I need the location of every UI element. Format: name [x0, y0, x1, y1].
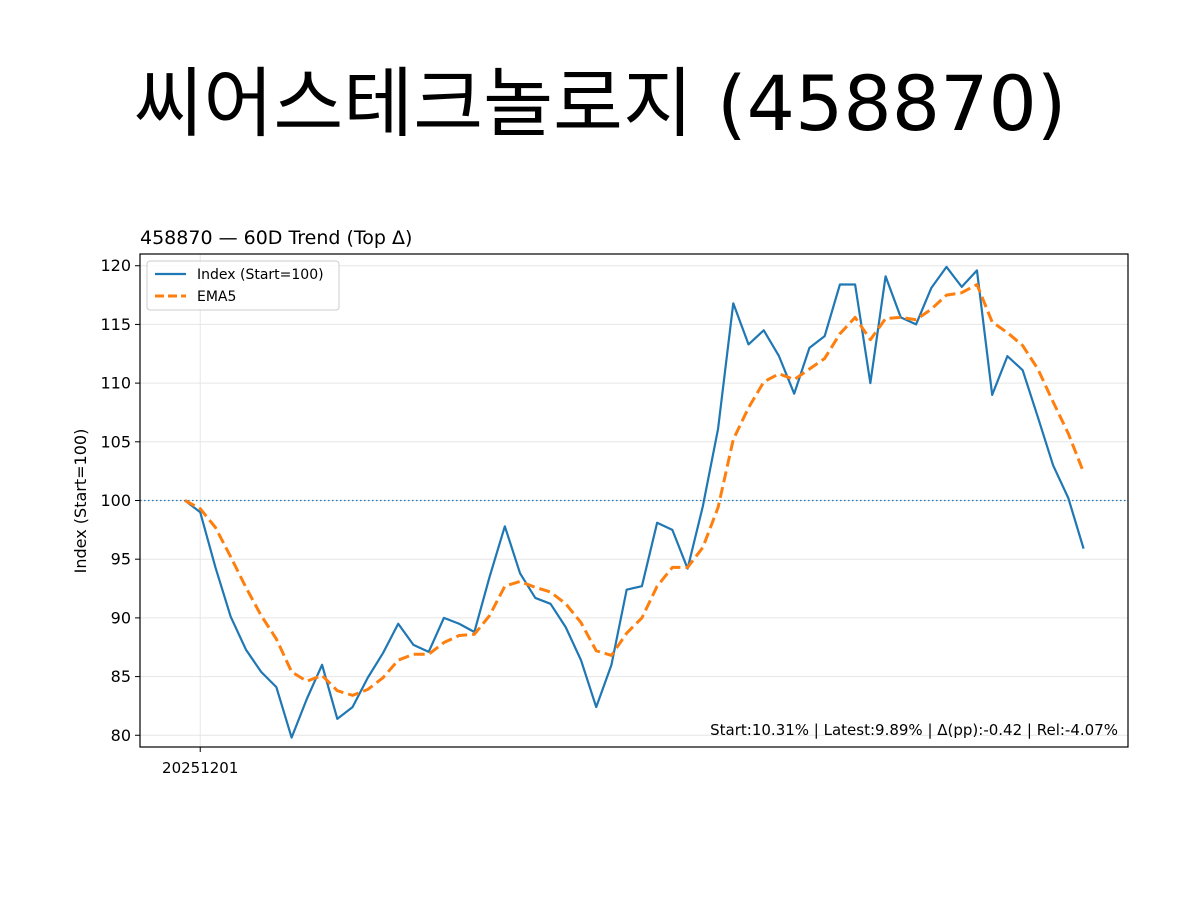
y-axis-label: Index (Start=100)	[71, 429, 90, 574]
stats-annotation: Start:10.31% | Latest:9.89% | Δ(pp):-0.4…	[710, 721, 1118, 739]
y-tick-label: 120	[100, 256, 131, 275]
chart-title: 458870 — 60D Trend (Top Δ)	[140, 227, 412, 249]
series-layer	[184, 265, 1085, 739]
y-tick-label: 90	[111, 608, 131, 627]
legend-label: EMA5	[197, 289, 236, 305]
x-axis: 20251201	[162, 747, 238, 777]
y-tick-label: 85	[111, 667, 131, 686]
legend-label: Index (Start=100)	[197, 267, 324, 283]
legend: Index (Start=100) EMA5	[146, 260, 340, 311]
y-tick-label: 100	[100, 491, 131, 510]
page-title: 씨어스테크놀로지 (458870)	[133, 59, 1067, 148]
y-tick-label: 110	[100, 374, 131, 393]
series-line-1	[184, 265, 1085, 739]
y-tick-label: 80	[111, 726, 131, 745]
y-tick-label: 115	[100, 315, 131, 334]
series-line-2	[184, 283, 1085, 697]
y-tick-label: 95	[111, 550, 131, 569]
y-axis: 80 85 90 95 100 105 110 115 120	[100, 256, 140, 745]
legend-box	[146, 260, 340, 311]
x-tick-label: 20251201	[162, 759, 238, 777]
y-tick-label: 105	[100, 432, 131, 451]
